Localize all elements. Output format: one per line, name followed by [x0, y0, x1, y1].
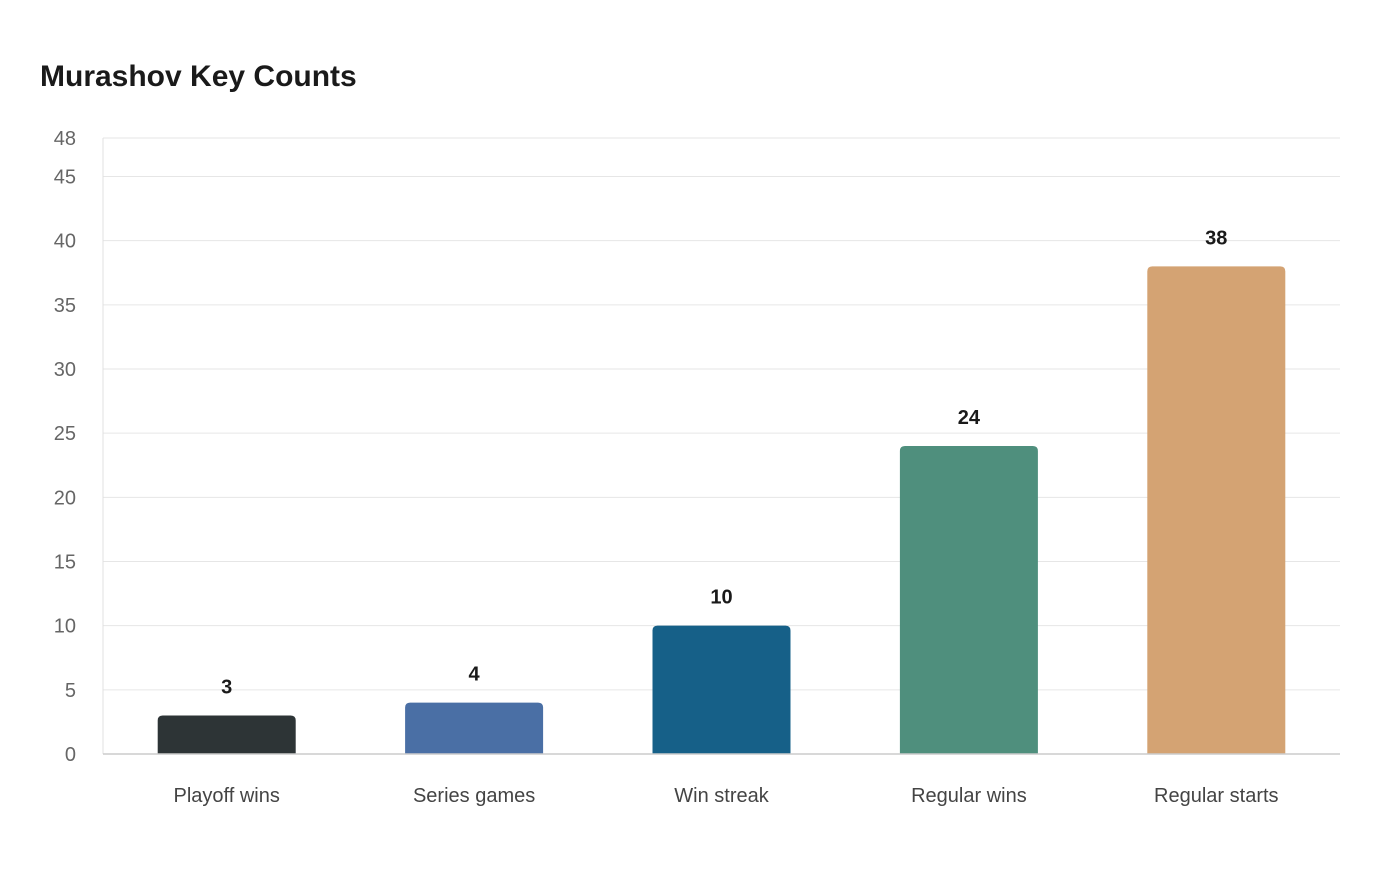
bar-playoff-wins — [157, 715, 296, 754]
bar-regular-wins — [899, 446, 1038, 754]
y-axis-ticks: 0 5 10 15 20 25 30 35 40 45 48 — [54, 128, 76, 766]
y-tick-label: 0 — [65, 744, 76, 766]
y-tick-label: 10 — [54, 616, 76, 638]
chart-title: Murashov Key Counts — [40, 60, 357, 93]
y-tick-label: 20 — [54, 487, 76, 509]
x-category-label: Playoff wins — [174, 785, 280, 807]
y-tick-label: 35 — [54, 295, 76, 317]
data-label: 10 — [710, 587, 732, 609]
y-tick-label: 48 — [54, 128, 76, 150]
data-label: 4 — [469, 664, 481, 686]
bar-win-streak — [652, 625, 791, 754]
y-tick-label: 45 — [54, 167, 76, 189]
data-label: 24 — [958, 407, 981, 429]
bar-series-games — [405, 702, 544, 754]
x-category-label: Regular wins — [911, 785, 1027, 807]
y-tick-label: 15 — [54, 552, 76, 574]
y-tick-label: 5 — [65, 680, 76, 702]
y-tick-label: 30 — [54, 359, 76, 381]
bar-regular-starts — [1147, 266, 1286, 754]
bars — [157, 266, 1286, 754]
y-tick-label: 25 — [54, 423, 76, 445]
y-tick-label: 40 — [54, 231, 76, 253]
x-axis-categories: Playoff wins Series games Win streak Regula… — [174, 785, 1279, 807]
x-category-label: Regular starts — [1154, 785, 1279, 807]
data-label: 38 — [1205, 227, 1227, 249]
data-labels: 3 4 10 24 38 — [221, 227, 1227, 698]
x-category-label: Win streak — [674, 785, 769, 807]
data-label: 3 — [221, 677, 232, 699]
x-category-label: Series games — [413, 785, 535, 807]
